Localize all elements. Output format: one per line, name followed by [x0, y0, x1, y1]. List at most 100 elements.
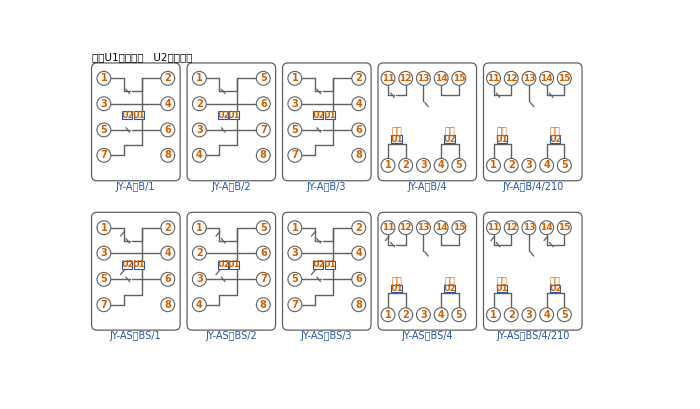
- Circle shape: [288, 72, 302, 85]
- FancyBboxPatch shape: [550, 135, 561, 143]
- Circle shape: [256, 221, 270, 235]
- Text: U1: U1: [496, 135, 508, 144]
- Text: 7: 7: [291, 300, 298, 310]
- Circle shape: [416, 158, 430, 172]
- Text: U2: U2: [217, 111, 230, 120]
- Circle shape: [256, 123, 270, 137]
- Text: 13: 13: [417, 223, 430, 232]
- Text: 15: 15: [558, 223, 570, 232]
- Text: 8: 8: [356, 300, 362, 310]
- Text: 11: 11: [382, 223, 394, 232]
- FancyBboxPatch shape: [496, 135, 507, 143]
- Text: 4: 4: [356, 248, 362, 258]
- Circle shape: [193, 148, 206, 162]
- Text: U1: U1: [323, 260, 336, 269]
- Circle shape: [288, 246, 302, 260]
- Text: 4: 4: [356, 99, 362, 109]
- Text: 2: 2: [356, 73, 362, 83]
- Text: U1: U1: [390, 284, 402, 293]
- Text: 3: 3: [101, 248, 107, 258]
- Circle shape: [256, 97, 270, 111]
- Circle shape: [97, 272, 111, 286]
- Text: 5: 5: [456, 160, 462, 171]
- Text: 1: 1: [384, 160, 391, 171]
- Circle shape: [486, 158, 500, 172]
- Circle shape: [381, 158, 395, 172]
- Circle shape: [399, 72, 413, 85]
- Circle shape: [452, 308, 466, 321]
- Circle shape: [399, 221, 413, 235]
- Circle shape: [352, 148, 365, 162]
- Text: 7: 7: [260, 125, 267, 135]
- Text: 7: 7: [101, 151, 107, 160]
- Circle shape: [161, 148, 175, 162]
- Circle shape: [352, 221, 365, 235]
- Text: U2: U2: [217, 260, 230, 269]
- Text: 5: 5: [291, 125, 298, 135]
- Text: 5: 5: [260, 223, 267, 233]
- Circle shape: [504, 221, 518, 235]
- Text: 3: 3: [101, 99, 107, 109]
- Circle shape: [557, 158, 571, 172]
- Text: 电源: 电源: [496, 128, 507, 137]
- Text: U2: U2: [121, 260, 134, 269]
- FancyBboxPatch shape: [122, 261, 132, 269]
- Circle shape: [486, 221, 500, 235]
- Circle shape: [416, 221, 430, 235]
- Text: 3: 3: [196, 125, 203, 135]
- Text: 5: 5: [291, 274, 298, 284]
- FancyBboxPatch shape: [484, 63, 582, 181]
- FancyBboxPatch shape: [444, 285, 455, 292]
- Text: 14: 14: [540, 74, 553, 83]
- Text: 8: 8: [260, 300, 267, 310]
- Text: 6: 6: [260, 248, 267, 258]
- Text: 1: 1: [291, 223, 298, 233]
- Circle shape: [97, 97, 111, 111]
- Text: 启动: 启动: [550, 277, 561, 286]
- Circle shape: [557, 308, 571, 321]
- Text: 4: 4: [438, 310, 444, 320]
- FancyBboxPatch shape: [314, 261, 323, 269]
- Text: 5: 5: [561, 160, 568, 171]
- Text: JY-A、B/3: JY-A、B/3: [307, 182, 346, 192]
- FancyBboxPatch shape: [283, 63, 371, 181]
- Circle shape: [161, 97, 175, 111]
- Circle shape: [288, 148, 302, 162]
- Text: 电源: 电源: [391, 277, 402, 286]
- Circle shape: [486, 72, 500, 85]
- Circle shape: [256, 272, 270, 286]
- Circle shape: [288, 221, 302, 235]
- FancyBboxPatch shape: [325, 111, 335, 119]
- Text: 14: 14: [435, 74, 447, 83]
- Text: 1: 1: [101, 223, 107, 233]
- Text: 1: 1: [291, 73, 298, 83]
- Text: 7: 7: [291, 151, 298, 160]
- Text: 4: 4: [164, 248, 172, 258]
- FancyBboxPatch shape: [391, 285, 402, 292]
- Circle shape: [288, 272, 302, 286]
- Text: 2: 2: [164, 223, 172, 233]
- Text: 13: 13: [523, 74, 536, 83]
- Circle shape: [288, 97, 302, 111]
- FancyBboxPatch shape: [230, 111, 239, 119]
- FancyBboxPatch shape: [314, 111, 323, 119]
- Text: U1: U1: [323, 111, 336, 120]
- Circle shape: [161, 123, 175, 137]
- FancyBboxPatch shape: [484, 212, 582, 330]
- Text: JY-A、B/1: JY-A、B/1: [116, 182, 155, 192]
- FancyBboxPatch shape: [134, 261, 144, 269]
- FancyBboxPatch shape: [444, 135, 455, 143]
- Text: 6: 6: [356, 125, 362, 135]
- Text: 4: 4: [196, 151, 203, 160]
- Circle shape: [97, 72, 111, 85]
- Text: 5: 5: [456, 310, 462, 320]
- Circle shape: [161, 72, 175, 85]
- Text: 12: 12: [400, 223, 412, 232]
- Text: 1: 1: [196, 223, 203, 233]
- Text: 1: 1: [490, 160, 497, 171]
- Circle shape: [352, 298, 365, 312]
- Text: 2: 2: [196, 248, 203, 258]
- FancyBboxPatch shape: [218, 261, 228, 269]
- Circle shape: [416, 72, 430, 85]
- Circle shape: [193, 272, 206, 286]
